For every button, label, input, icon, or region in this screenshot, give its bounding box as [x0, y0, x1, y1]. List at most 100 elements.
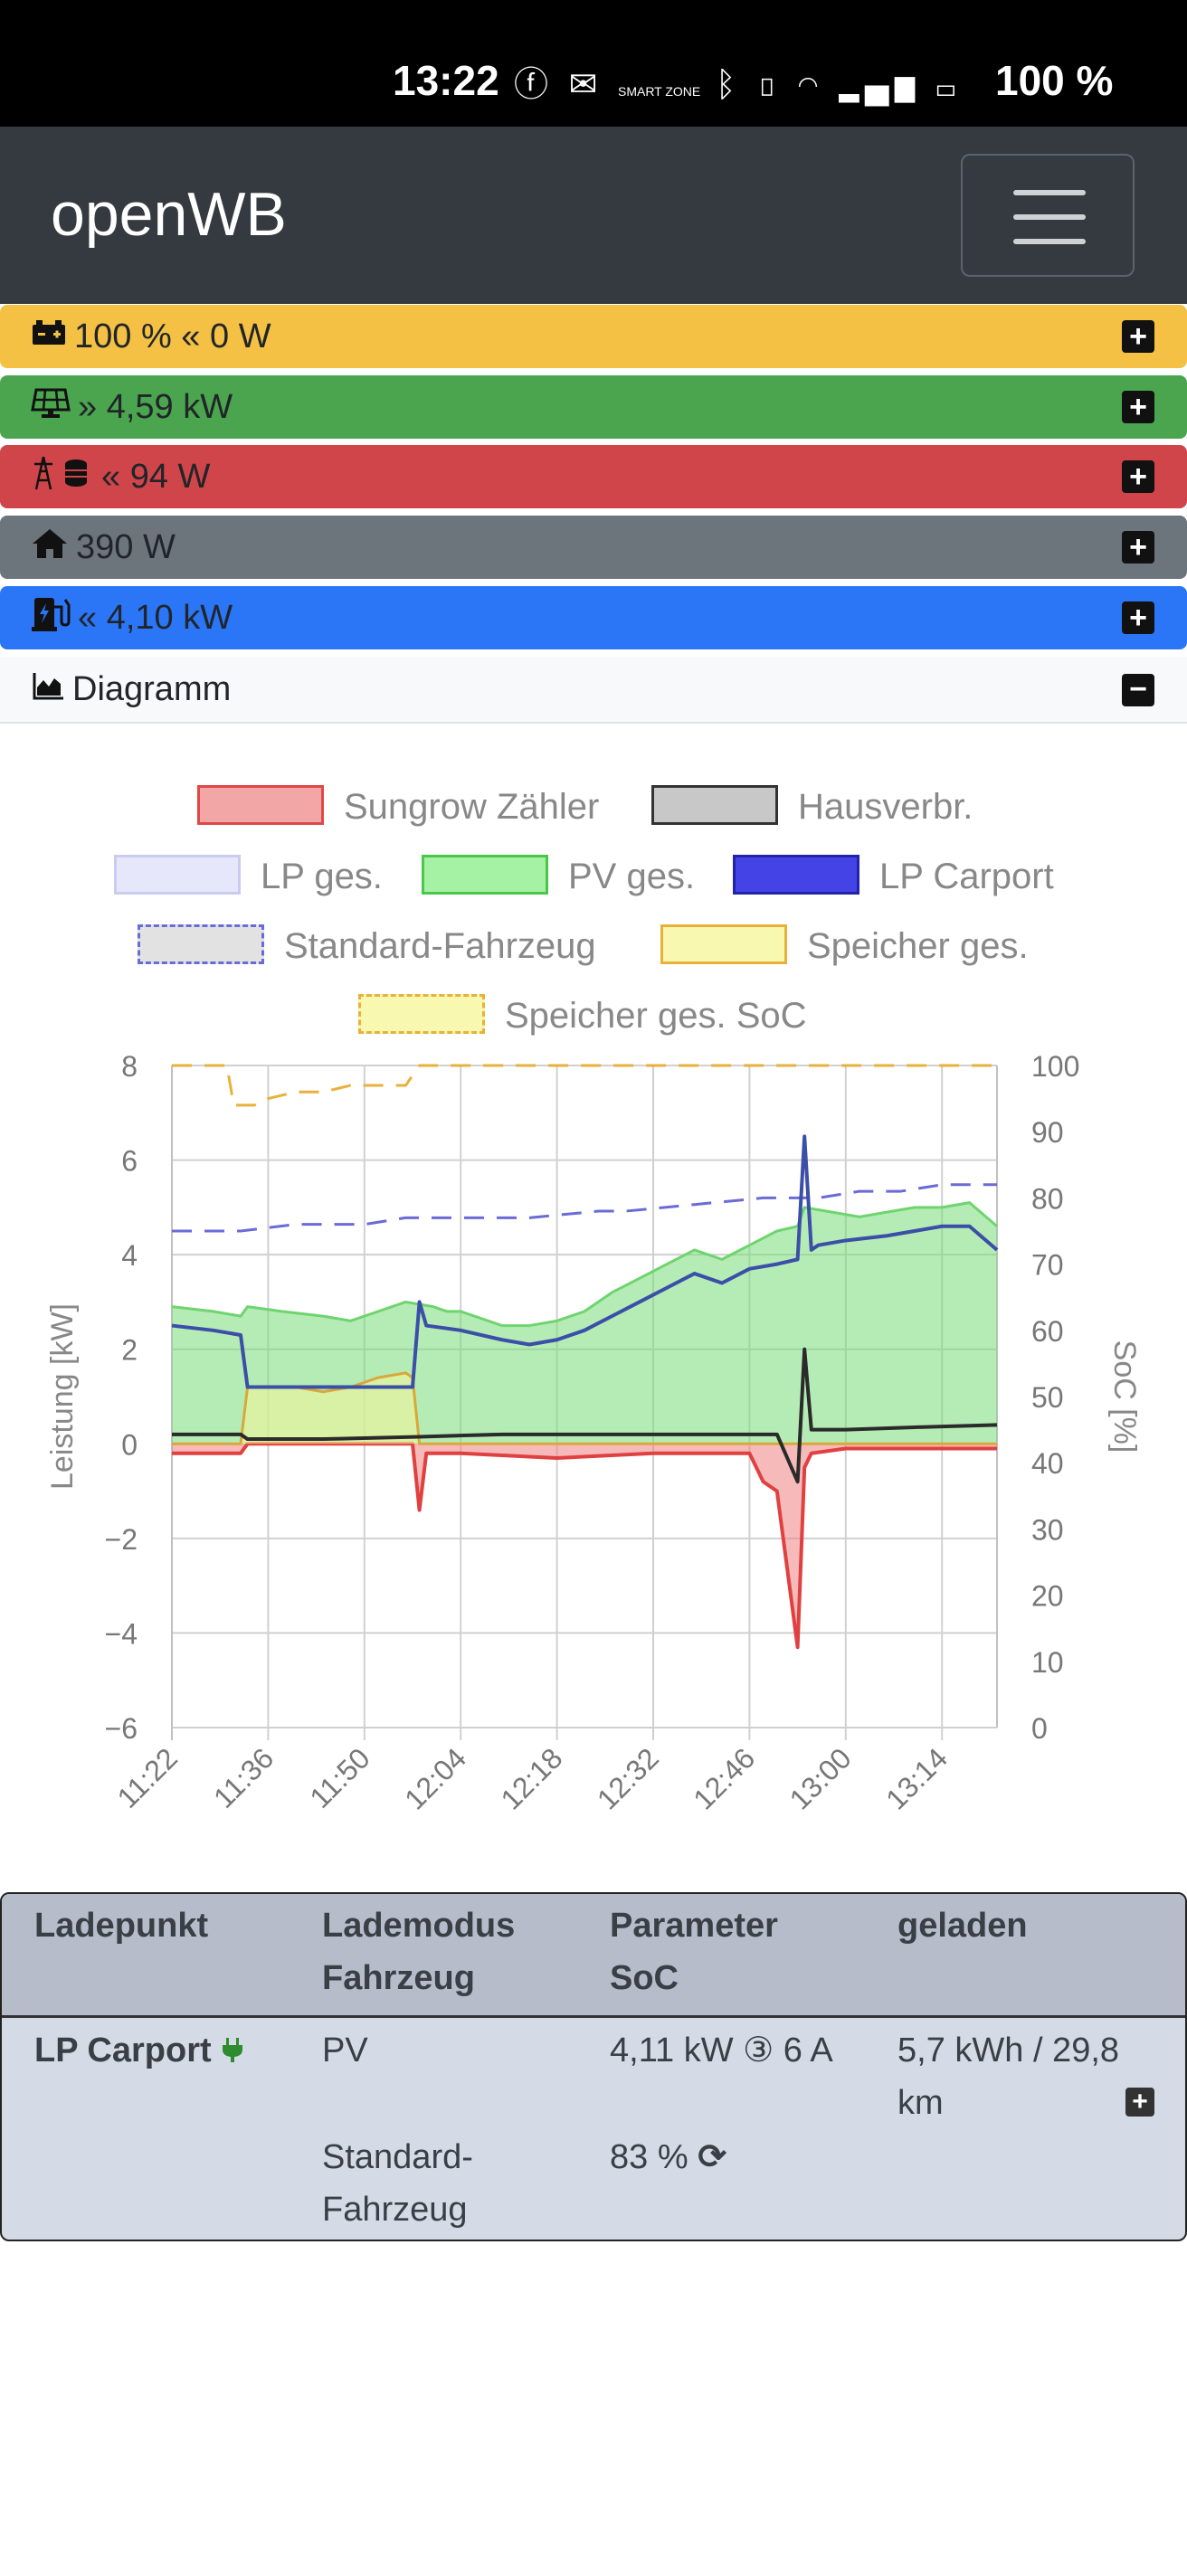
y2-tick-label: 30 — [1031, 1513, 1064, 1546]
power-grid-coins-icon — [31, 455, 94, 499]
y-tick-label: 2 — [121, 1334, 138, 1367]
expand-plus-icon[interactable]: + — [1122, 391, 1154, 423]
y-tick-label: 4 — [121, 1239, 138, 1272]
charging-station-icon — [31, 596, 71, 640]
x-tick-label: 12:32 — [591, 1741, 665, 1815]
legend-label: LP Carport — [879, 857, 1054, 896]
header-ladepunkt: Ladepunkt — [34, 1907, 209, 1945]
menu-toggle-button[interactable] — [961, 154, 1135, 277]
fahrzeug-value-line2[interactable]: Fahrzeug — [322, 2191, 468, 2229]
brand[interactable]: openWB — [51, 180, 287, 249]
y-axis-title: Leistung [kW] — [45, 1303, 80, 1490]
table-header — [2, 1894, 1185, 2018]
expand-plus-icon[interactable]: + — [1122, 531, 1154, 564]
battery-summary-bar[interactable]: 100 % « 0 W + — [0, 305, 1187, 368]
legend-label: LP ges. — [261, 857, 383, 896]
expand-plus-icon[interactable]: + — [1122, 320, 1154, 353]
diagramm-title: Diagramm — [72, 669, 232, 708]
x-tick-label: 13:14 — [879, 1741, 954, 1815]
legend-swatch — [197, 785, 324, 825]
chargepoint-table: Ladepunkt Lademodus Fahrzeug Parameter S… — [0, 1892, 1187, 2241]
legend-swatch — [114, 855, 241, 895]
legend-label: Sungrow Zähler — [344, 787, 600, 827]
legend-swatch — [733, 855, 859, 895]
expand-plus-icon[interactable]: + — [1122, 460, 1154, 493]
home-icon — [31, 527, 69, 568]
status-icons: ⓕ ✉ SMART ZONE ᛒ ▯ ◠ ▂▄▆ ▭ — [514, 56, 962, 106]
battery-charging-icon: ▭ — [935, 66, 962, 104]
y2-axis-title: SoC [%] — [1107, 1340, 1142, 1454]
series-area-speicher-ges- — [172, 1372, 997, 1444]
x-tick-label: 13:00 — [783, 1741, 858, 1815]
series-line-hausverbr- — [172, 1347, 998, 1484]
chargepoint-summary-text: « 4,10 kW — [78, 598, 233, 637]
header-fahrzeug: Fahrzeug — [322, 1959, 475, 1997]
header-soc: SoC — [610, 1959, 679, 1997]
collapse-minus-icon[interactable]: − — [1122, 674, 1154, 706]
y-tick-label: −6 — [105, 1712, 138, 1745]
menu-icon-line — [1013, 214, 1086, 220]
navbar: openWB — [0, 127, 1187, 304]
y2-tick-label: 50 — [1031, 1381, 1064, 1414]
legend-label: Hausverbr. — [798, 787, 973, 827]
header-parameter: Parameter — [610, 1907, 778, 1945]
fahrzeug-value[interactable]: Standard- — [322, 2138, 473, 2176]
house-summary-bar[interactable]: 390 W + — [0, 516, 1187, 579]
diagramm-section-header[interactable]: Diagramm − — [0, 657, 1187, 724]
chargepoint-name[interactable]: LP Carport — [34, 2024, 244, 2079]
series-line-sungrow-z-hler — [172, 1442, 997, 1650]
facebook-icon: ⓕ — [514, 66, 555, 104]
legend-label: PV ges. — [568, 857, 696, 896]
geladen-value: 5,7 kWh / 29,8 — [897, 2031, 1120, 2069]
y2-tick-label: 60 — [1031, 1315, 1064, 1348]
pv-summary-text: » 4,59 kW — [78, 387, 233, 426]
mail-icon: ✉ — [568, 66, 603, 104]
y2-tick-label: 80 — [1031, 1182, 1064, 1215]
series-line-standard-fahrzeug — [172, 1183, 997, 1233]
parameter-value: 4,11 kW ③ 6 A — [610, 2031, 833, 2069]
solar-panel-icon — [31, 388, 71, 427]
legend-label: Speicher ges. — [807, 926, 1029, 966]
header-lademodus: Lademodus — [322, 1907, 516, 1945]
x-tick-label: 12:46 — [687, 1741, 761, 1815]
expand-plus-icon[interactable]: + — [1125, 2088, 1154, 2117]
soc-value: 83 % ⟳ — [610, 2138, 727, 2176]
series-line-pv-ges- — [171, 1201, 998, 1328]
legend-swatch — [660, 924, 787, 964]
legend-label: Standard-Fahrzeug — [284, 926, 596, 966]
bluetooth-icon: ᛒ — [715, 66, 742, 104]
grid-summary-text: « 94 W — [101, 457, 211, 496]
x-tick-label: 11:22 — [111, 1741, 184, 1814]
menu-icon-line — [1013, 190, 1086, 195]
series-area-sungrow-z-hler — [172, 1444, 997, 1648]
status-bar: 13:22 ⓕ ✉ SMART ZONE ᛒ ▯ ◠ ▂▄▆ ▭ 100 % — [0, 0, 1187, 127]
vibrate-icon: ▯ — [756, 66, 783, 104]
header-geladen: geladen — [897, 1907, 1028, 1945]
wifi-6-icon: ◠ — [797, 66, 824, 104]
y2-tick-label: 100 — [1031, 1050, 1079, 1083]
y-tick-label: 0 — [121, 1428, 138, 1461]
signal-icon: ▂▄▆ — [838, 66, 921, 104]
legend-swatch — [358, 994, 485, 1034]
expand-plus-icon[interactable]: + — [1122, 601, 1154, 634]
legend-swatch — [651, 785, 778, 825]
legend-swatch — [138, 924, 264, 964]
series-line-speicher-ges-soc — [172, 1064, 997, 1107]
grid-summary-bar[interactable]: « 94 W + — [0, 445, 1187, 508]
pv-summary-bar[interactable]: » 4,59 kW + — [0, 375, 1187, 439]
y-tick-label: −2 — [105, 1523, 138, 1556]
car-battery-icon — [31, 319, 67, 355]
y2-tick-label: 20 — [1031, 1580, 1064, 1613]
y2-tick-label: 70 — [1031, 1249, 1064, 1282]
status-battery: 100 % — [995, 57, 1114, 104]
chargepoint-summary-bar[interactable]: « 4,10 kW + — [0, 586, 1187, 649]
lademodus-value[interactable]: PV — [322, 2031, 368, 2069]
y2-tick-label: 90 — [1031, 1116, 1064, 1149]
y2-tick-label: 0 — [1031, 1712, 1048, 1745]
refresh-icon[interactable]: ⟳ — [698, 2138, 727, 2176]
series-line-lp-carport — [171, 1134, 999, 1389]
x-tick-label: 12:18 — [494, 1741, 568, 1815]
x-tick-label: 11:36 — [207, 1741, 280, 1814]
smart-zone-icon: SMART ZONE — [617, 84, 701, 99]
